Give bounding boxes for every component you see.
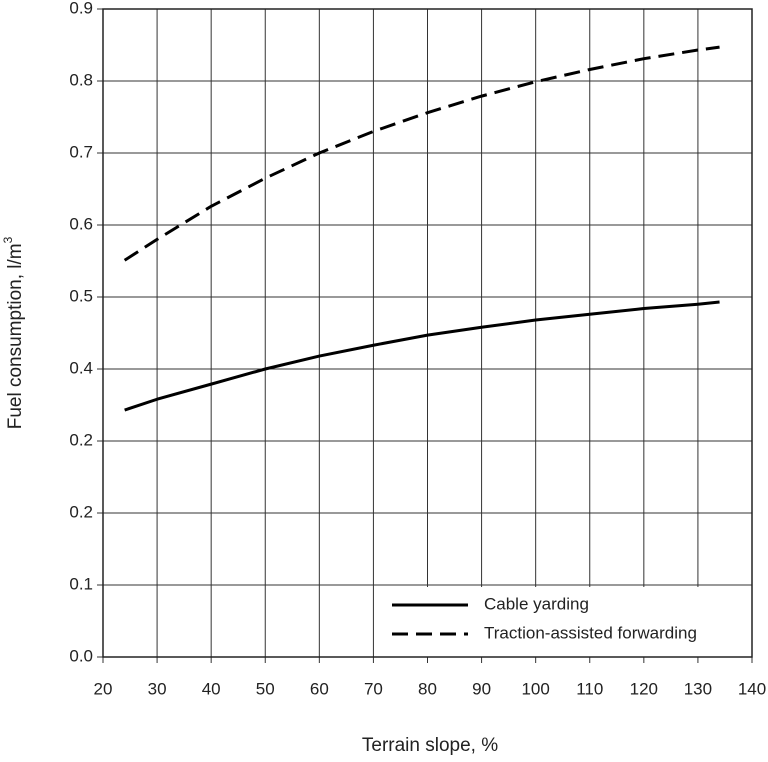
y-tick-label: 0.1 — [69, 574, 93, 593]
legend-box — [383, 587, 752, 657]
x-tick-label: 30 — [148, 679, 167, 698]
x-axis-label: Terrain slope, % — [362, 735, 498, 756]
x-tick-label: 20 — [94, 679, 113, 698]
series-line — [123, 45, 720, 262]
x-tick-label: 40 — [202, 679, 221, 698]
x-tick-label: 60 — [310, 679, 329, 698]
x-tick-label: 80 — [418, 679, 437, 698]
x-tick-label: 100 — [521, 679, 549, 698]
x-tick-label: 90 — [472, 679, 491, 698]
x-tick-label: 70 — [364, 679, 383, 698]
y-axis-label: Fuel consumption, l/m3 — [1, 236, 26, 429]
y-tick-label: 0.0 — [69, 646, 93, 665]
x-tick-label: 110 — [576, 679, 603, 698]
y-tick-label: 0.4 — [69, 358, 93, 377]
y-tick-label: 0.9 — [69, 0, 93, 17]
plot-frame — [102, 8, 753, 658]
y-tick-label: 0.6 — [69, 214, 93, 233]
y-tick-label: 0.8 — [69, 70, 93, 89]
legend-label: Traction-assisted forwarding — [484, 623, 697, 642]
y-axis-label-superscript: 3 — [1, 236, 15, 243]
x-tick-label: 140 — [738, 679, 766, 698]
y-tick-label: 0.5 — [69, 286, 93, 305]
y-tick-label: 0.2 — [69, 502, 93, 521]
x-tick-label: 120 — [630, 679, 658, 698]
legend-label: Cable yarding — [484, 594, 589, 613]
y-tick-label: 0.2 — [69, 430, 93, 449]
y-axis-label-text: Fuel consumption, l/m — [5, 243, 26, 429]
x-tick-label: 50 — [256, 679, 275, 698]
x-tick-label: 130 — [684, 679, 712, 698]
y-tick-label: 0.7 — [69, 142, 93, 161]
series-line — [124, 300, 720, 412]
